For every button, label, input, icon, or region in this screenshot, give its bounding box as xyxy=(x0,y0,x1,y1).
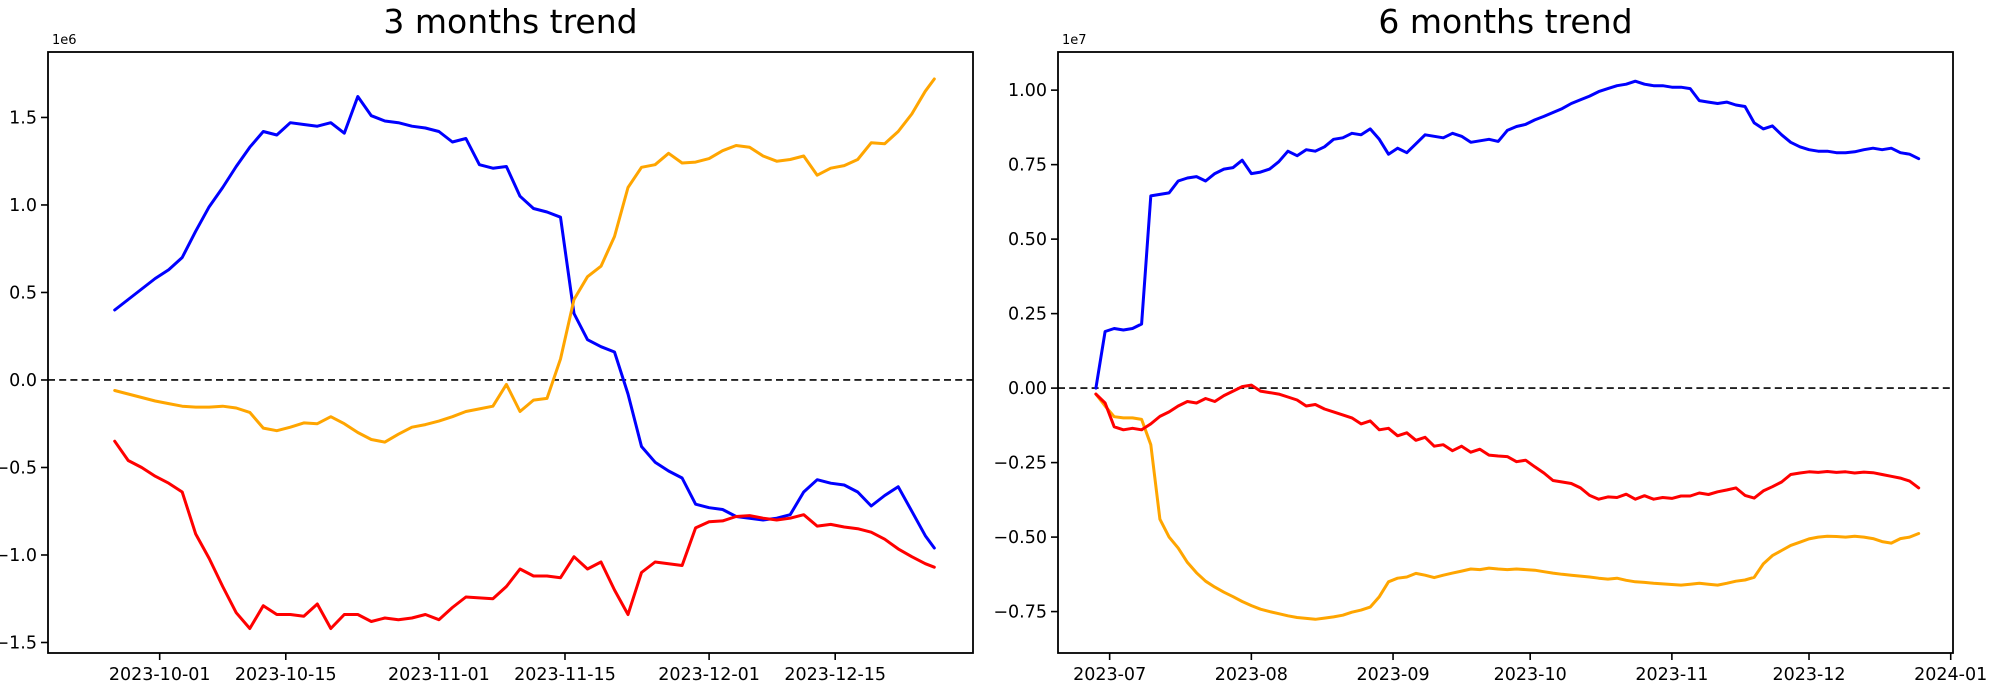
y-tick-label: 0.00 xyxy=(1008,379,1047,399)
y-tick-label: 1.00 xyxy=(1008,81,1047,101)
x-tick-label: 2023-07 xyxy=(1073,665,1146,685)
y-tick-label: 0.5 xyxy=(9,283,37,303)
y-tick-label: −1.0 xyxy=(0,546,37,566)
x-tick-label: 2024-01 xyxy=(1914,665,1987,685)
y-tick-label: 0.75 xyxy=(1008,156,1047,176)
y-tick-label: −0.25 xyxy=(993,454,1047,474)
x-tick-label: 2023-09 xyxy=(1356,665,1429,685)
y-axis-offset-label-left: 1e6 xyxy=(52,33,77,48)
x-tick-label: 2023-12-15 xyxy=(784,665,886,685)
x-tick-label: 2023-08 xyxy=(1215,665,1288,685)
y-tick-label: 1.0 xyxy=(9,196,37,216)
x-tick-label: 2023-12 xyxy=(1772,665,1845,685)
chart-title-6-months: 6 months trend xyxy=(1378,2,1633,41)
line-series-red xyxy=(1094,383,1921,501)
y-tick-label: −0.5 xyxy=(0,458,37,478)
line-series-blue xyxy=(1094,79,1921,390)
x-tick-label: 2023-10 xyxy=(1494,665,1567,685)
plot-spines xyxy=(47,51,974,654)
y-tick-label: 0.25 xyxy=(1008,305,1047,325)
y-tick-label: −0.50 xyxy=(993,528,1047,548)
y-tick-label: 0.0 xyxy=(9,371,37,391)
plot-spines xyxy=(1057,51,1954,654)
line-series-blue xyxy=(113,95,936,550)
x-tick-label: 2023-11 xyxy=(1635,665,1708,685)
y-axis-offset-label-right: 1e7 xyxy=(1062,33,1087,48)
y-tick-label: 0.50 xyxy=(1008,230,1047,250)
y-tick-label: 1.5 xyxy=(9,108,37,128)
x-tick-label: 2023-11-01 xyxy=(388,665,490,685)
x-tick-label: 2023-10-15 xyxy=(235,665,337,685)
line-series-red xyxy=(113,439,936,630)
x-tick-label: 2023-11-15 xyxy=(514,665,616,685)
y-tick-label: −0.75 xyxy=(993,603,1047,623)
line-series-orange xyxy=(1094,392,1921,621)
subplot-6-months: 2023-07 2023-08 2023-09 2023-10 2023-11 2023-… xyxy=(993,51,1987,685)
line-series-orange xyxy=(113,77,936,444)
x-tick-label: 2023-12-01 xyxy=(658,665,760,685)
chart-title-3-months: 3 months trend xyxy=(383,2,638,41)
subplot-3-months: 2023-10-01 2023-10-15 2023-11-01 2023-11-15… xyxy=(0,51,974,685)
y-tick-label: −1.5 xyxy=(0,633,37,653)
x-tick-label: 2023-10-01 xyxy=(109,665,211,685)
